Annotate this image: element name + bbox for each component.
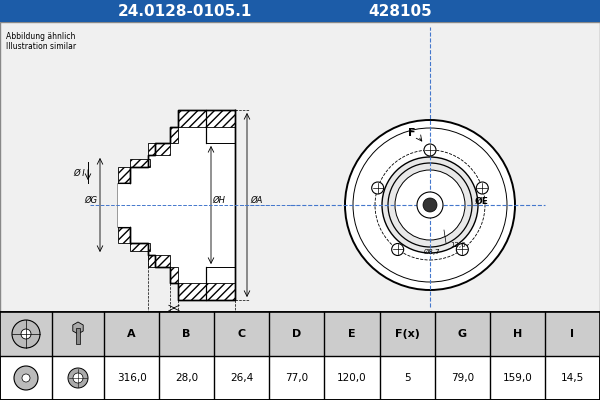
Bar — [118, 227, 130, 243]
Text: ®: ® — [443, 180, 453, 190]
Text: ØA: ØA — [250, 196, 262, 204]
Text: D: D — [292, 329, 302, 339]
Text: 428105: 428105 — [368, 4, 432, 18]
Bar — [148, 143, 170, 155]
Text: G: G — [458, 329, 467, 339]
Bar — [118, 167, 130, 183]
Circle shape — [417, 192, 443, 218]
Circle shape — [12, 320, 40, 348]
Text: E: E — [348, 329, 356, 339]
Circle shape — [345, 120, 515, 290]
Bar — [76, 328, 80, 344]
Text: Ø I: Ø I — [73, 169, 85, 178]
FancyBboxPatch shape — [0, 22, 600, 312]
Text: 5: 5 — [404, 373, 410, 383]
Circle shape — [21, 329, 31, 339]
Bar — [178, 110, 235, 127]
Text: C (MTH): C (MTH) — [193, 320, 230, 329]
Circle shape — [68, 368, 88, 388]
Circle shape — [457, 244, 469, 256]
Bar — [0, 312, 600, 400]
Bar — [170, 127, 178, 143]
Text: 26,4: 26,4 — [230, 373, 253, 383]
Text: ØE: ØE — [475, 196, 489, 206]
Circle shape — [371, 182, 383, 194]
Text: Ate: Ate — [389, 166, 441, 194]
Text: I: I — [571, 329, 574, 339]
Text: 316,0: 316,0 — [116, 373, 146, 383]
Circle shape — [73, 373, 83, 383]
Text: Abbildung ähnlich: Abbildung ähnlich — [6, 32, 76, 41]
Bar — [178, 283, 235, 300]
Text: 24.0128-0105.1: 24.0128-0105.1 — [118, 4, 252, 18]
Text: 120,0: 120,0 — [337, 373, 367, 383]
Circle shape — [22, 374, 30, 382]
Circle shape — [392, 244, 404, 256]
Text: D: D — [160, 332, 167, 341]
Circle shape — [476, 182, 488, 194]
Text: F(x): F(x) — [395, 329, 419, 339]
Text: Ø8,7: Ø8,7 — [424, 248, 440, 254]
Text: 79,0: 79,0 — [451, 373, 474, 383]
Text: 159,0: 159,0 — [502, 373, 532, 383]
Text: 12,6: 12,6 — [450, 242, 466, 248]
Text: H: H — [513, 329, 522, 339]
Bar — [118, 183, 130, 227]
Circle shape — [14, 366, 38, 390]
Text: ØG: ØG — [84, 196, 97, 204]
Circle shape — [382, 157, 478, 253]
Circle shape — [423, 198, 437, 212]
Bar — [130, 159, 150, 167]
Circle shape — [424, 144, 436, 156]
Circle shape — [395, 170, 465, 240]
Text: Illustration similar: Illustration similar — [6, 42, 76, 51]
Text: F: F — [408, 128, 416, 138]
Text: 77,0: 77,0 — [286, 373, 308, 383]
Text: ØH: ØH — [212, 196, 225, 204]
Text: 28,0: 28,0 — [175, 373, 198, 383]
Text: B: B — [182, 329, 191, 339]
Polygon shape — [118, 110, 235, 300]
Bar — [148, 255, 170, 267]
Text: B: B — [171, 312, 177, 321]
FancyBboxPatch shape — [0, 0, 600, 22]
Bar — [170, 267, 178, 283]
Bar — [0, 312, 600, 356]
Text: A: A — [127, 329, 136, 339]
Bar — [130, 243, 150, 251]
Text: C: C — [238, 329, 246, 339]
Text: 14,5: 14,5 — [561, 373, 584, 383]
